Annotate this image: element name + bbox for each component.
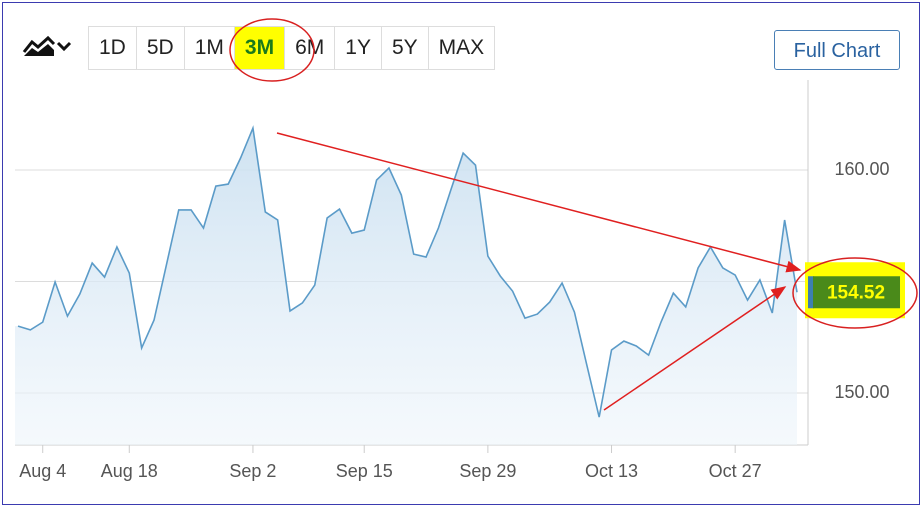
range-button[interactable]: 1Y: [335, 27, 382, 69]
last-price-label: 154.52: [827, 282, 885, 303]
range-button[interactable]: 1M: [185, 27, 235, 69]
x-tick-label: Sep 2: [229, 461, 276, 481]
range-button[interactable]: MAX: [438, 36, 485, 59]
y-tick-label: 160.00: [834, 159, 889, 179]
range-toolbar: 1D 5D 1M 3M 6M 1Y 5Y MAX: [88, 26, 496, 70]
range-button[interactable]: 1D: [89, 27, 137, 69]
area-fill: [15, 128, 797, 445]
x-tick-label: Oct 27: [709, 461, 762, 481]
x-tick-label: Aug 18: [101, 461, 158, 481]
range-button[interactable]: 3M: [234, 27, 286, 69]
chart-type-icon[interactable]: [22, 35, 72, 56]
range-button[interactable]: 5D: [137, 27, 185, 69]
x-tick-label: Aug 4: [19, 461, 66, 481]
y-tick-label: 150.00: [834, 382, 889, 402]
x-tick-label: Sep 15: [336, 461, 393, 481]
x-tick-label: Oct 13: [585, 461, 638, 481]
range-button[interactable]: 5Y: [382, 27, 429, 69]
range-button[interactable]: 6M: [285, 27, 336, 69]
x-tick-label: Sep 29: [459, 461, 516, 481]
full-chart-button[interactable]: Full Chart: [774, 30, 900, 70]
